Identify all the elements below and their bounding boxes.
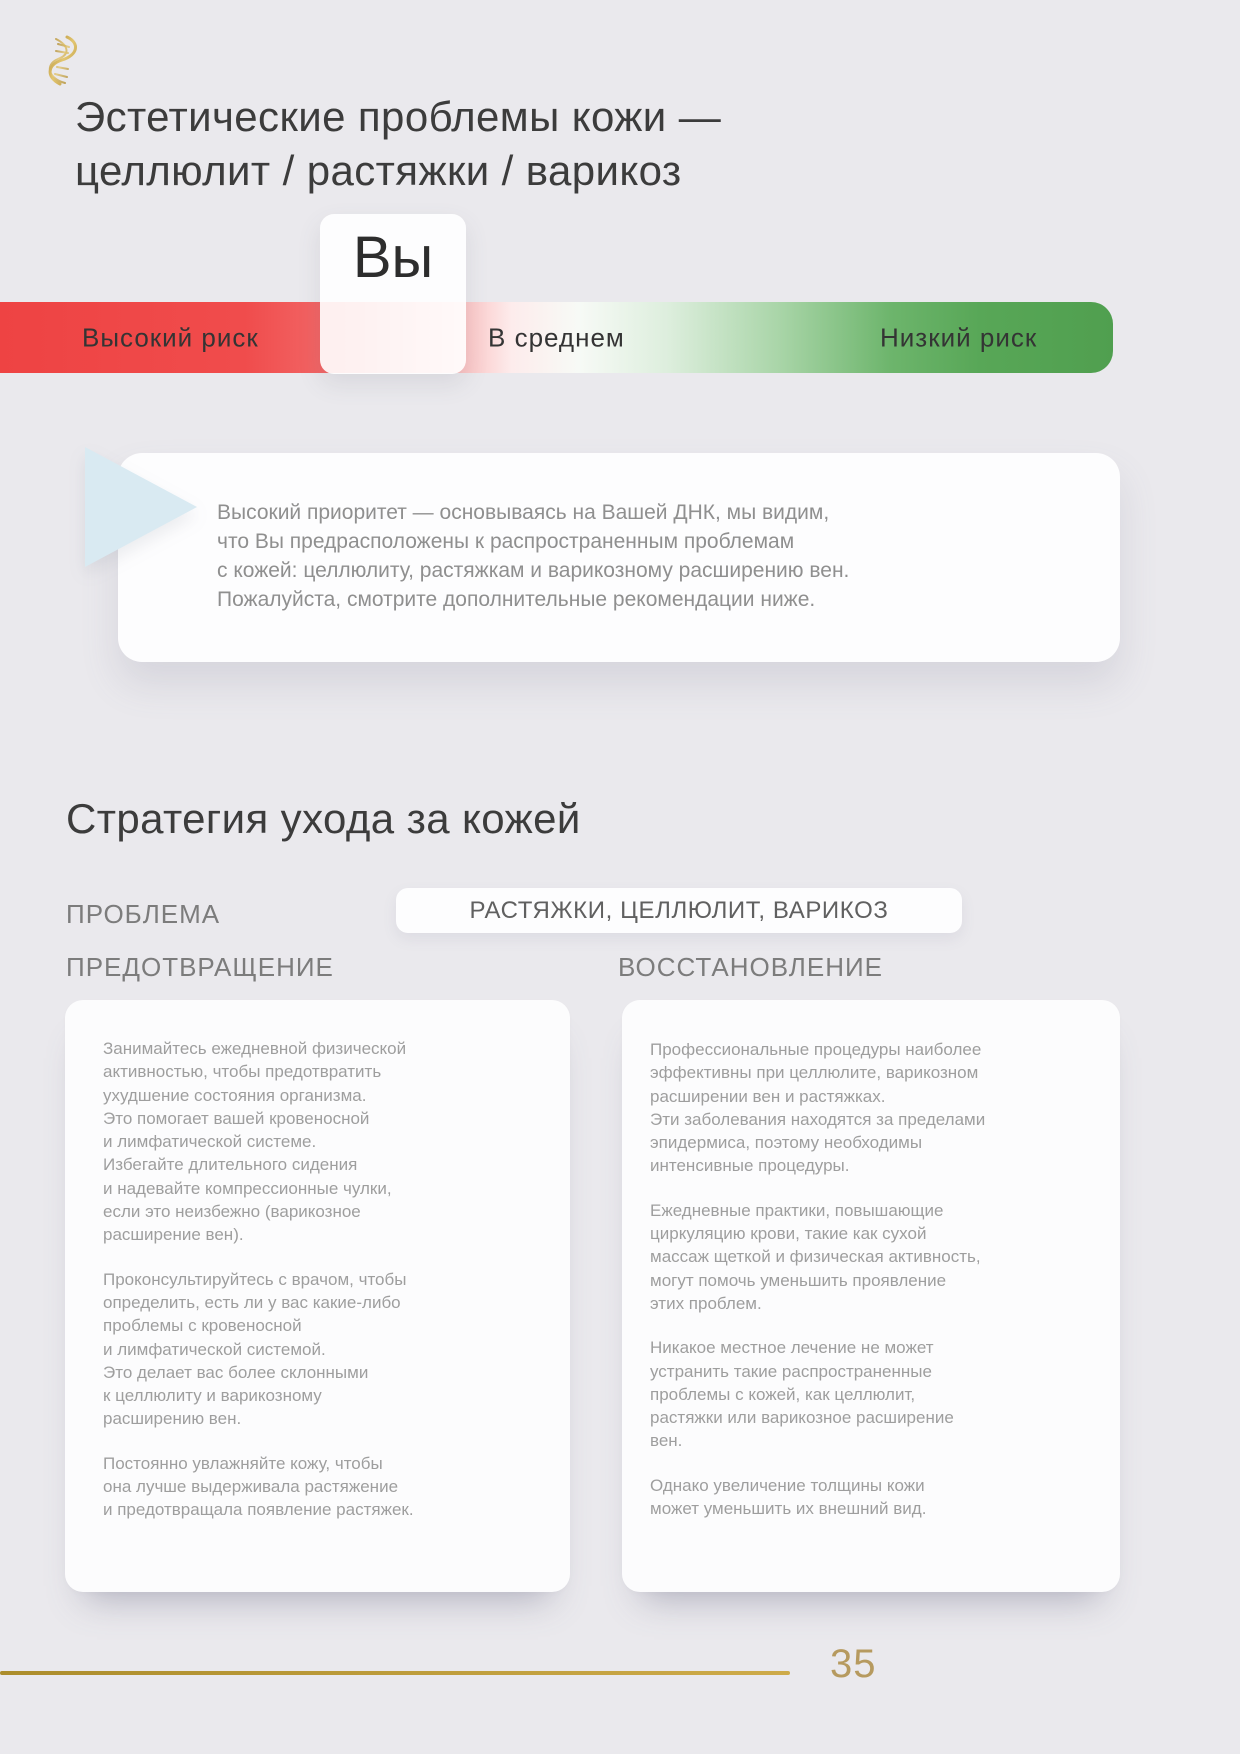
recovery-paragraph: Никакое местное лечение не может устрани… bbox=[650, 1338, 954, 1451]
risk-label-high: Высокий риск bbox=[82, 322, 259, 352]
prevention-column-heading: ПРЕДОТВРАЩЕНИЕ bbox=[66, 952, 334, 982]
recovery-paragraph: Однако увеличение толщины кожи может уме… bbox=[650, 1475, 927, 1519]
callout-triangle-icon bbox=[85, 447, 197, 567]
recovery-paragraph: Профессиональные процедуры наиболее эффе… bbox=[650, 1040, 986, 1176]
risk-gradient-bar: Высокий риск В среднем Низкий риск bbox=[0, 302, 1113, 373]
prevention-paragraph: Постоянно увлажняйте кожу, чтобы она луч… bbox=[103, 1453, 414, 1520]
prevention-paragraph: Занимайтесь ежедневной физической активн… bbox=[103, 1039, 407, 1245]
priority-callout-text: Высокий приоритет — основываясь на Вашей… bbox=[217, 501, 850, 611]
priority-callout-card: Высокий приоритет — основываясь на Вашей… bbox=[118, 453, 1120, 662]
you-marker-label: Вы bbox=[352, 225, 434, 290]
you-position-marker: Вы bbox=[320, 214, 466, 374]
risk-label-medium: В среднем bbox=[488, 322, 625, 352]
strategy-section-heading: Стратегия ухода за кожей bbox=[66, 795, 581, 842]
footer-gold-line bbox=[0, 1671, 790, 1675]
page-title: Эстетические проблемы кожи — целлюлит / … bbox=[75, 93, 722, 194]
problem-value-badge: РАСТЯЖКИ, ЦЕЛЛЮЛИТ, ВАРИКОЗ bbox=[396, 888, 962, 933]
problem-label: ПРОБЛЕМА bbox=[66, 899, 221, 929]
risk-label-low: Низкий риск bbox=[880, 322, 1038, 352]
recovery-card: Профессиональные процедуры наиболее эффе… bbox=[622, 1000, 1120, 1592]
prevention-paragraph: Проконсультируйтесь с врачом, чтобы опре… bbox=[103, 1269, 407, 1429]
page-number: 35 bbox=[830, 1642, 877, 1686]
prevention-card: Занимайтесь ежедневной физической активн… bbox=[65, 1000, 570, 1592]
dna-logo-icon bbox=[48, 35, 77, 86]
recovery-column-heading: ВОССТАНОВЛЕНИЕ bbox=[618, 952, 884, 982]
recovery-paragraph: Ежедневные практики, повышающие циркуляц… bbox=[650, 1200, 981, 1313]
